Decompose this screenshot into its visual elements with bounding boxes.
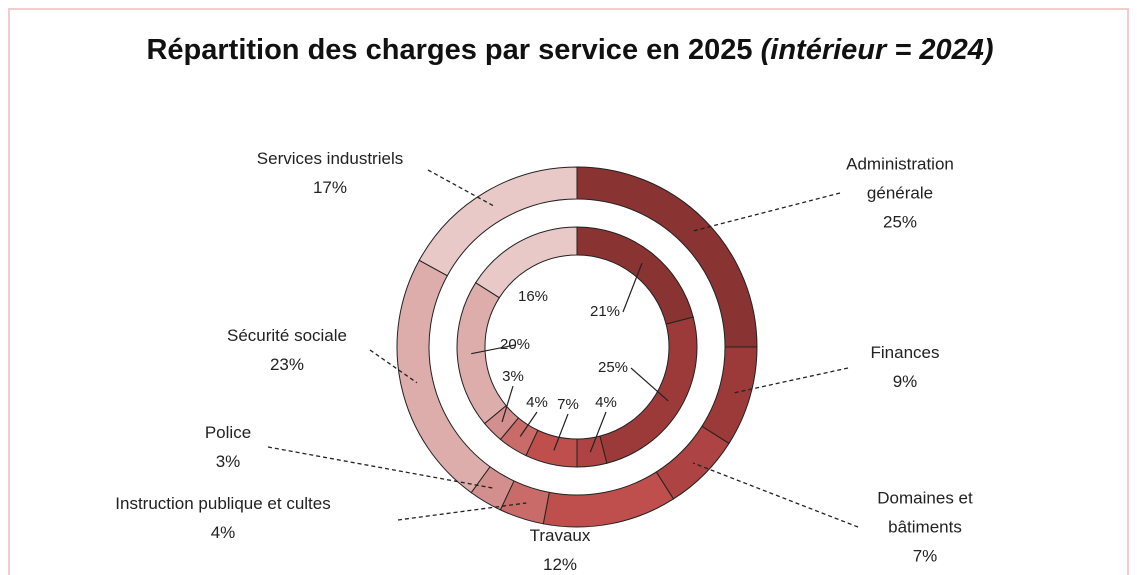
donut-segment [655, 425, 730, 500]
value-label: 12% [542, 555, 578, 574]
outer-label: Travaux 12% [530, 521, 591, 575]
value-label: 3% [502, 368, 524, 385]
category-label: Finances [870, 343, 940, 362]
leader-line [692, 462, 859, 528]
leader-line [734, 367, 849, 394]
value-label: 4% [526, 394, 548, 411]
value-label: 4% [595, 394, 617, 411]
category-label: Instruction publique et cultes [115, 494, 331, 513]
value-label: 20% [500, 336, 530, 353]
value-label: 3% [215, 452, 241, 471]
leader-line [267, 446, 494, 489]
value-label: 25% [598, 359, 628, 376]
leader-line [622, 263, 643, 313]
donut-segment [701, 346, 758, 445]
outer-label: Services industriels 17% [257, 144, 403, 202]
category-label: Travaux [529, 526, 591, 545]
leader-line [589, 411, 607, 453]
leader-line [397, 502, 527, 521]
leader-line [630, 367, 669, 402]
title-text: Répartition des charges par service en 2… [146, 34, 753, 66]
value-label: 21% [590, 303, 620, 320]
donut-segment [418, 166, 578, 277]
frame [8, 8, 1129, 575]
title-note: (intérieur = 2024) [760, 34, 994, 66]
donut-segment [542, 471, 675, 528]
category-label: Domaines et bâtiments [877, 488, 973, 537]
category-label: Administration générale [846, 154, 954, 203]
outer-label: Police 3% [205, 418, 251, 476]
outer-label: Instruction publique et cultes 4% [115, 489, 330, 547]
donut-segment [456, 282, 507, 425]
leader-line [501, 385, 514, 423]
value-label: 25% [882, 212, 918, 232]
value-label: 7% [557, 396, 579, 413]
value-label: 16% [518, 288, 548, 305]
leader-line [369, 349, 418, 384]
outer-label: Administration générale 25% [825, 150, 975, 237]
leader-line [471, 344, 516, 355]
value-label: 23% [269, 355, 305, 374]
leader-line [692, 192, 841, 232]
leader-line [519, 411, 538, 437]
value-label: 4% [210, 523, 236, 542]
leader-line [427, 169, 494, 207]
category-label: Services industriels [256, 149, 404, 168]
leader-line [553, 413, 569, 451]
donut-segment [599, 316, 698, 464]
category-label: Sécurité sociale [226, 326, 348, 345]
value-label: 17% [312, 178, 348, 197]
value-label: 7% [912, 546, 938, 566]
chart-title: Répartition des charges par service en 2… [120, 30, 1020, 70]
value-label: 9% [892, 372, 918, 391]
outer-label: Sécurité sociale 23% [227, 321, 347, 379]
outer-label: Domaines et bâtiments 7% [855, 484, 995, 571]
category-label: Police [204, 423, 252, 442]
outer-label: Finances 9% [871, 338, 940, 396]
donut-segment [474, 226, 578, 299]
